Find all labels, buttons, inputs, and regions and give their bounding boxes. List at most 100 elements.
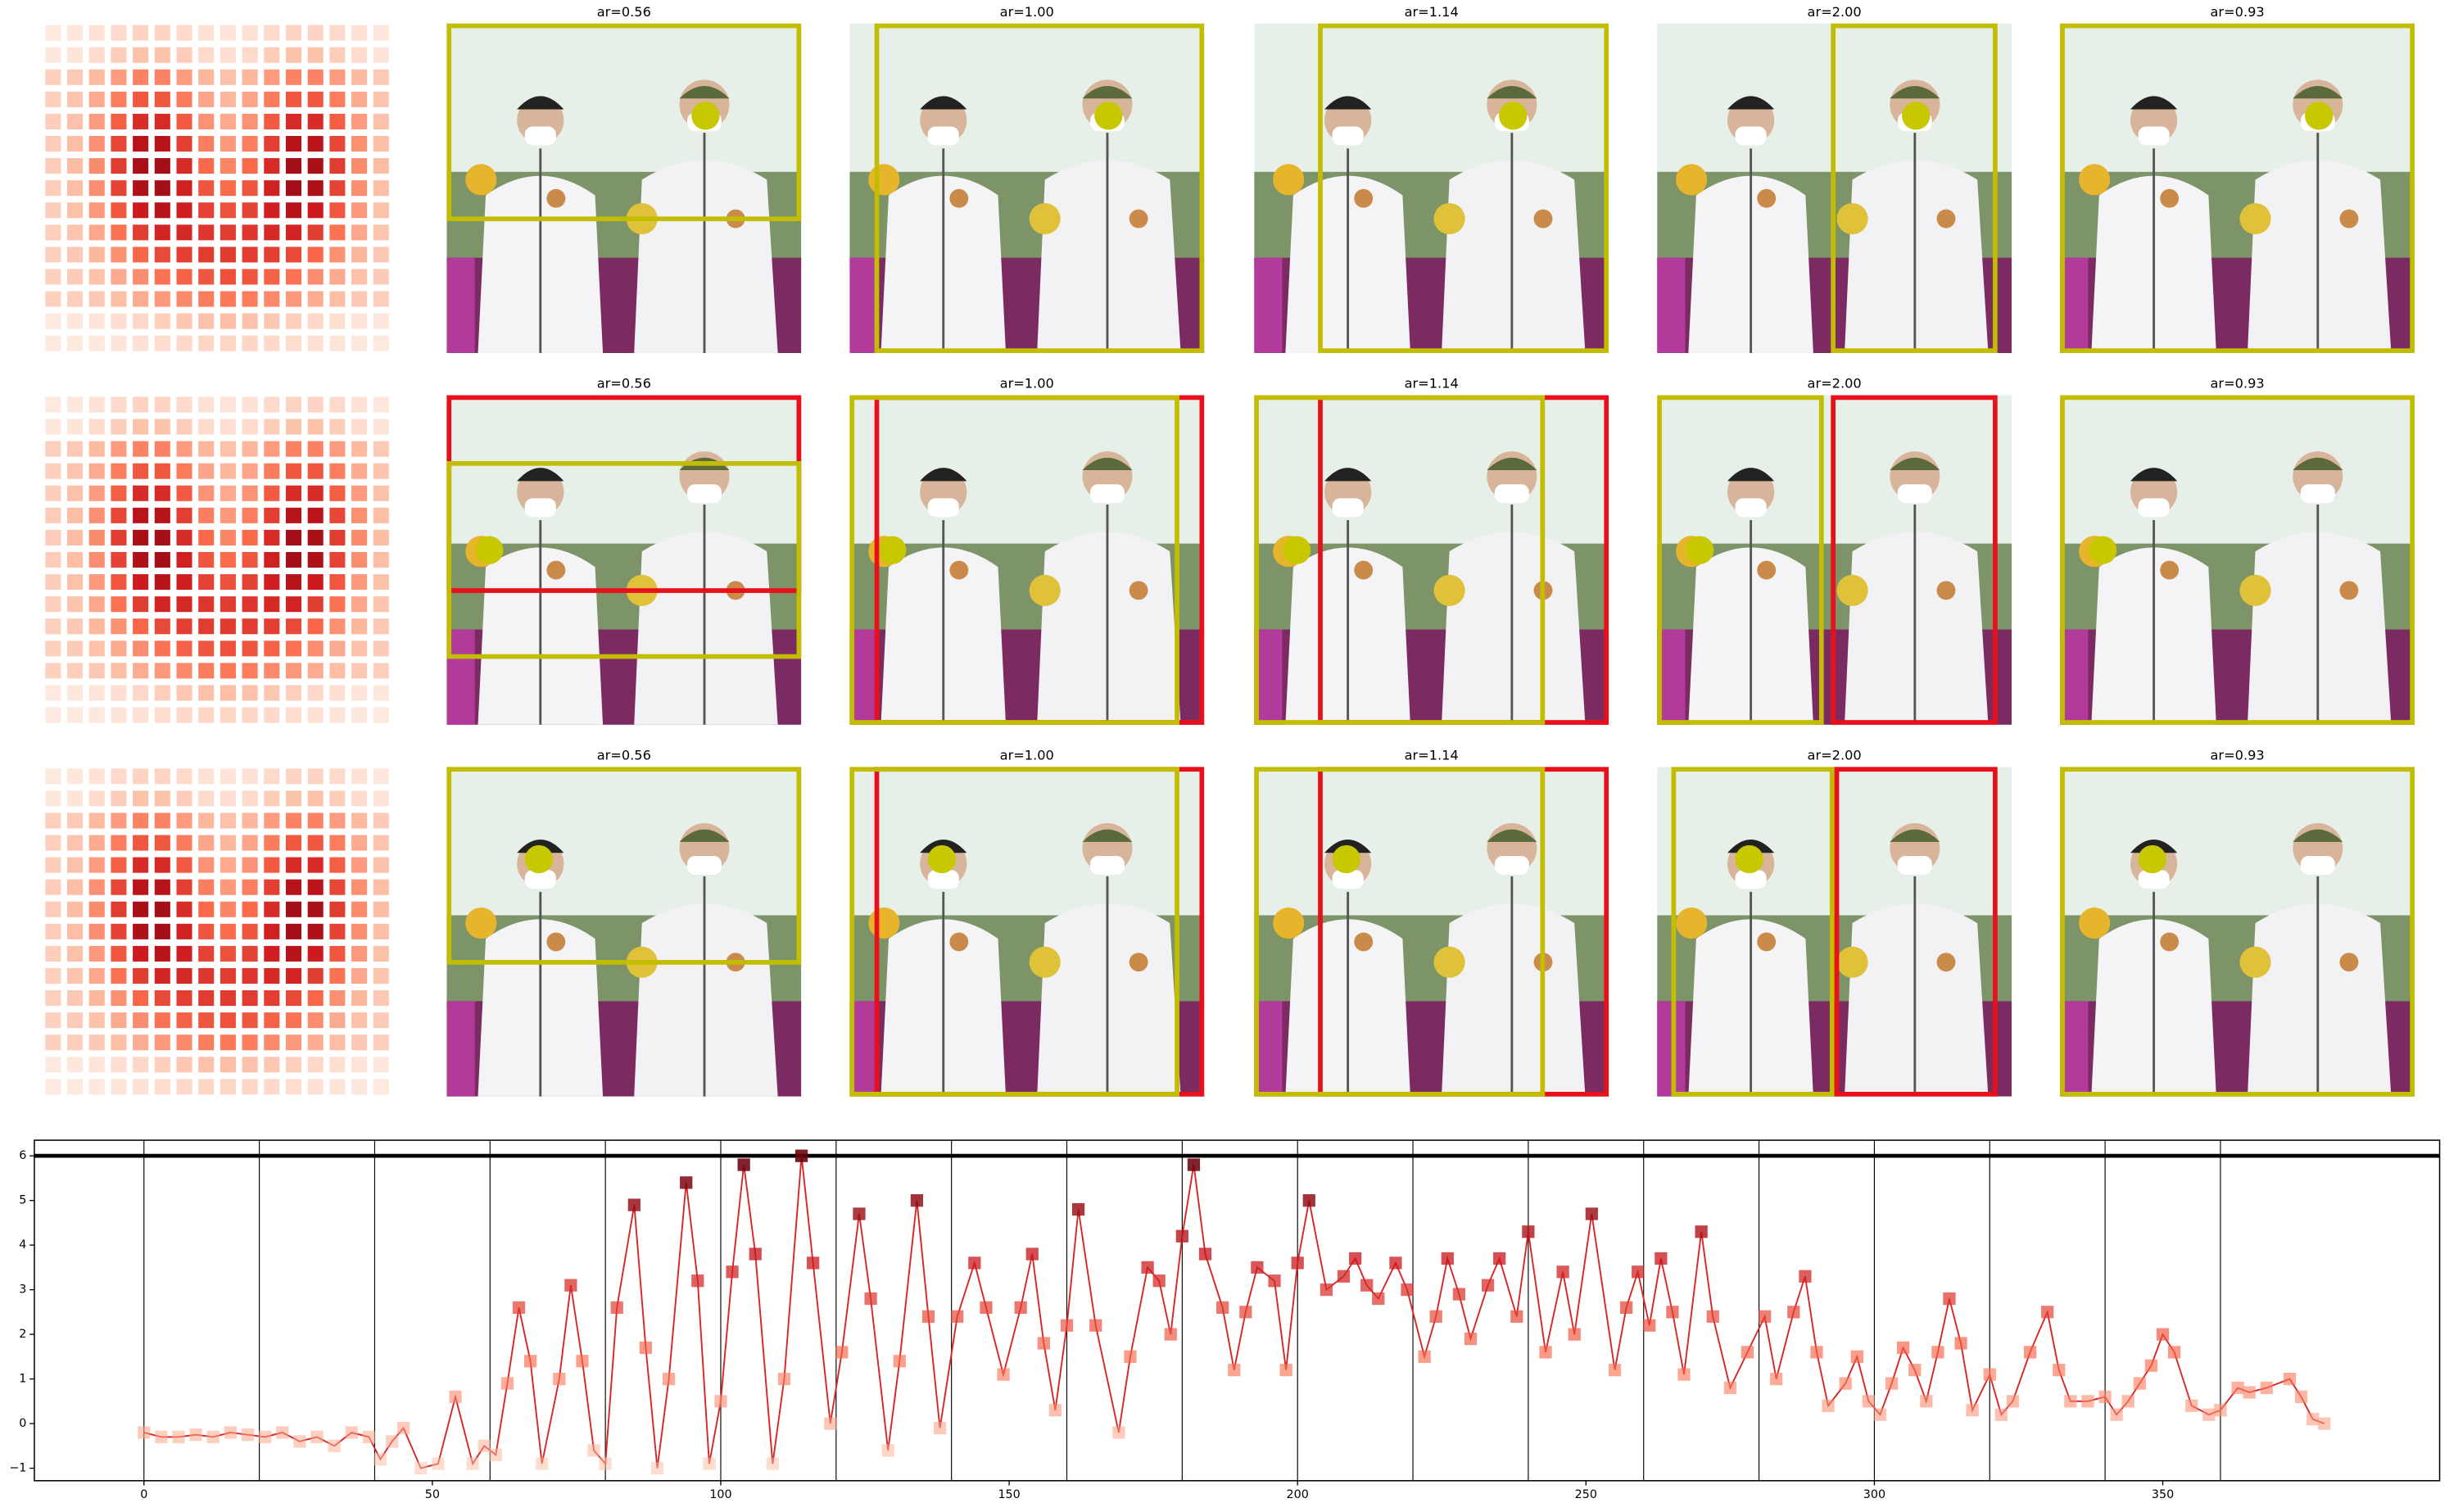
heat-cell <box>45 768 61 785</box>
heat-cell <box>373 835 389 851</box>
heat-cell <box>154 113 170 129</box>
heat-cell <box>351 91 368 107</box>
heat-cell <box>351 113 368 129</box>
keypoint-dot <box>1902 102 1931 130</box>
marker <box>2294 1390 2308 1403</box>
heat-cell <box>154 507 170 523</box>
heat-cell <box>154 768 170 785</box>
heat-cell <box>154 1012 170 1029</box>
heat-cell <box>307 507 324 523</box>
heat-cell <box>88 663 105 679</box>
heat-cell <box>373 135 389 152</box>
heat-cell <box>307 335 324 351</box>
heat-cell <box>307 69 324 85</box>
marker <box>1337 1270 1351 1283</box>
heat-cell <box>307 113 324 129</box>
heat-cell <box>329 485 346 501</box>
heat-cell <box>285 685 302 701</box>
heat-cell <box>307 790 324 807</box>
heat-cell <box>307 135 324 152</box>
marker <box>1873 1408 1887 1421</box>
heat-cell <box>285 135 302 152</box>
marker <box>523 1355 537 1368</box>
heat-cell <box>176 269 192 285</box>
heat-cell <box>88 313 105 329</box>
heat-cell <box>176 135 192 152</box>
marker <box>2156 1328 2170 1341</box>
marker <box>1787 1306 1800 1319</box>
heat-cell <box>242 1079 258 1095</box>
marker <box>2283 1372 2297 1386</box>
heat-cell <box>242 396 258 413</box>
marker <box>1060 1319 1074 1332</box>
heat-cell <box>373 551 389 568</box>
y-tick-label: 2 <box>19 1328 26 1341</box>
heat-cell <box>45 158 61 174</box>
heat-cell <box>66 835 84 851</box>
heat-cell <box>45 396 61 413</box>
marker <box>2133 1377 2146 1390</box>
heat-cell <box>198 813 215 829</box>
heat-cell <box>285 967 302 985</box>
heat-cell <box>351 224 368 241</box>
heat-cell <box>285 768 302 785</box>
heat-cell <box>154 641 170 657</box>
heat-cell <box>88 551 105 568</box>
heat-cell <box>307 419 324 435</box>
heat-cell <box>45 180 61 197</box>
heat-cell <box>176 923 192 939</box>
marker <box>680 1176 693 1189</box>
heat-cell <box>111 945 127 962</box>
photo <box>1254 395 1609 725</box>
panel-title: ar=0.56 <box>597 748 651 763</box>
heat-cell <box>373 313 389 329</box>
heat-cell <box>176 967 192 985</box>
heat-cell <box>45 1079 61 1095</box>
heat-cell <box>285 335 302 351</box>
heat-cell <box>154 551 170 568</box>
heat-cell <box>351 485 368 501</box>
heat-cell <box>329 1079 346 1095</box>
heat-cell <box>133 835 149 851</box>
heat-cell <box>176 574 192 591</box>
heat-cell <box>264 641 280 657</box>
heat-cell <box>373 463 389 479</box>
marker <box>1418 1350 1431 1363</box>
heat-cell <box>285 313 302 329</box>
heat-cell <box>220 923 236 939</box>
marker <box>1198 1247 1212 1261</box>
heat-cell <box>111 923 127 939</box>
heat-cell <box>264 441 280 457</box>
heat-cell <box>198 707 215 723</box>
heat-cell <box>329 857 346 873</box>
marker <box>1556 1265 1569 1279</box>
heat-cell <box>111 768 127 785</box>
heat-cell <box>88 91 105 107</box>
heat-cell <box>154 335 170 351</box>
heat-cell <box>198 901 215 917</box>
heat-cell <box>264 1057 280 1073</box>
heat-cell <box>373 1012 389 1029</box>
heat-cell <box>133 990 149 1007</box>
marker <box>968 1256 981 1270</box>
x-tick-label: 350 <box>2152 1488 2174 1501</box>
marker <box>1741 1346 1754 1359</box>
marker <box>2260 1381 2273 1395</box>
marker <box>1666 1306 1679 1319</box>
heat-cell <box>66 551 84 568</box>
heat-cell <box>111 879 127 895</box>
heat-cell <box>351 180 368 197</box>
heat-cell <box>66 574 84 591</box>
heat-cell <box>285 529 302 545</box>
heat-cell <box>176 857 192 873</box>
heat-cell <box>66 901 84 917</box>
panel-title: ar=1.14 <box>1405 376 1459 392</box>
marker <box>997 1368 1010 1381</box>
heat-cell <box>220 641 236 657</box>
heat-cell <box>220 463 236 479</box>
heat-cell <box>242 69 258 85</box>
marker <box>1585 1207 1598 1220</box>
heat-cell <box>198 69 215 85</box>
heat-cell <box>242 269 258 285</box>
marker <box>1920 1395 1933 1408</box>
